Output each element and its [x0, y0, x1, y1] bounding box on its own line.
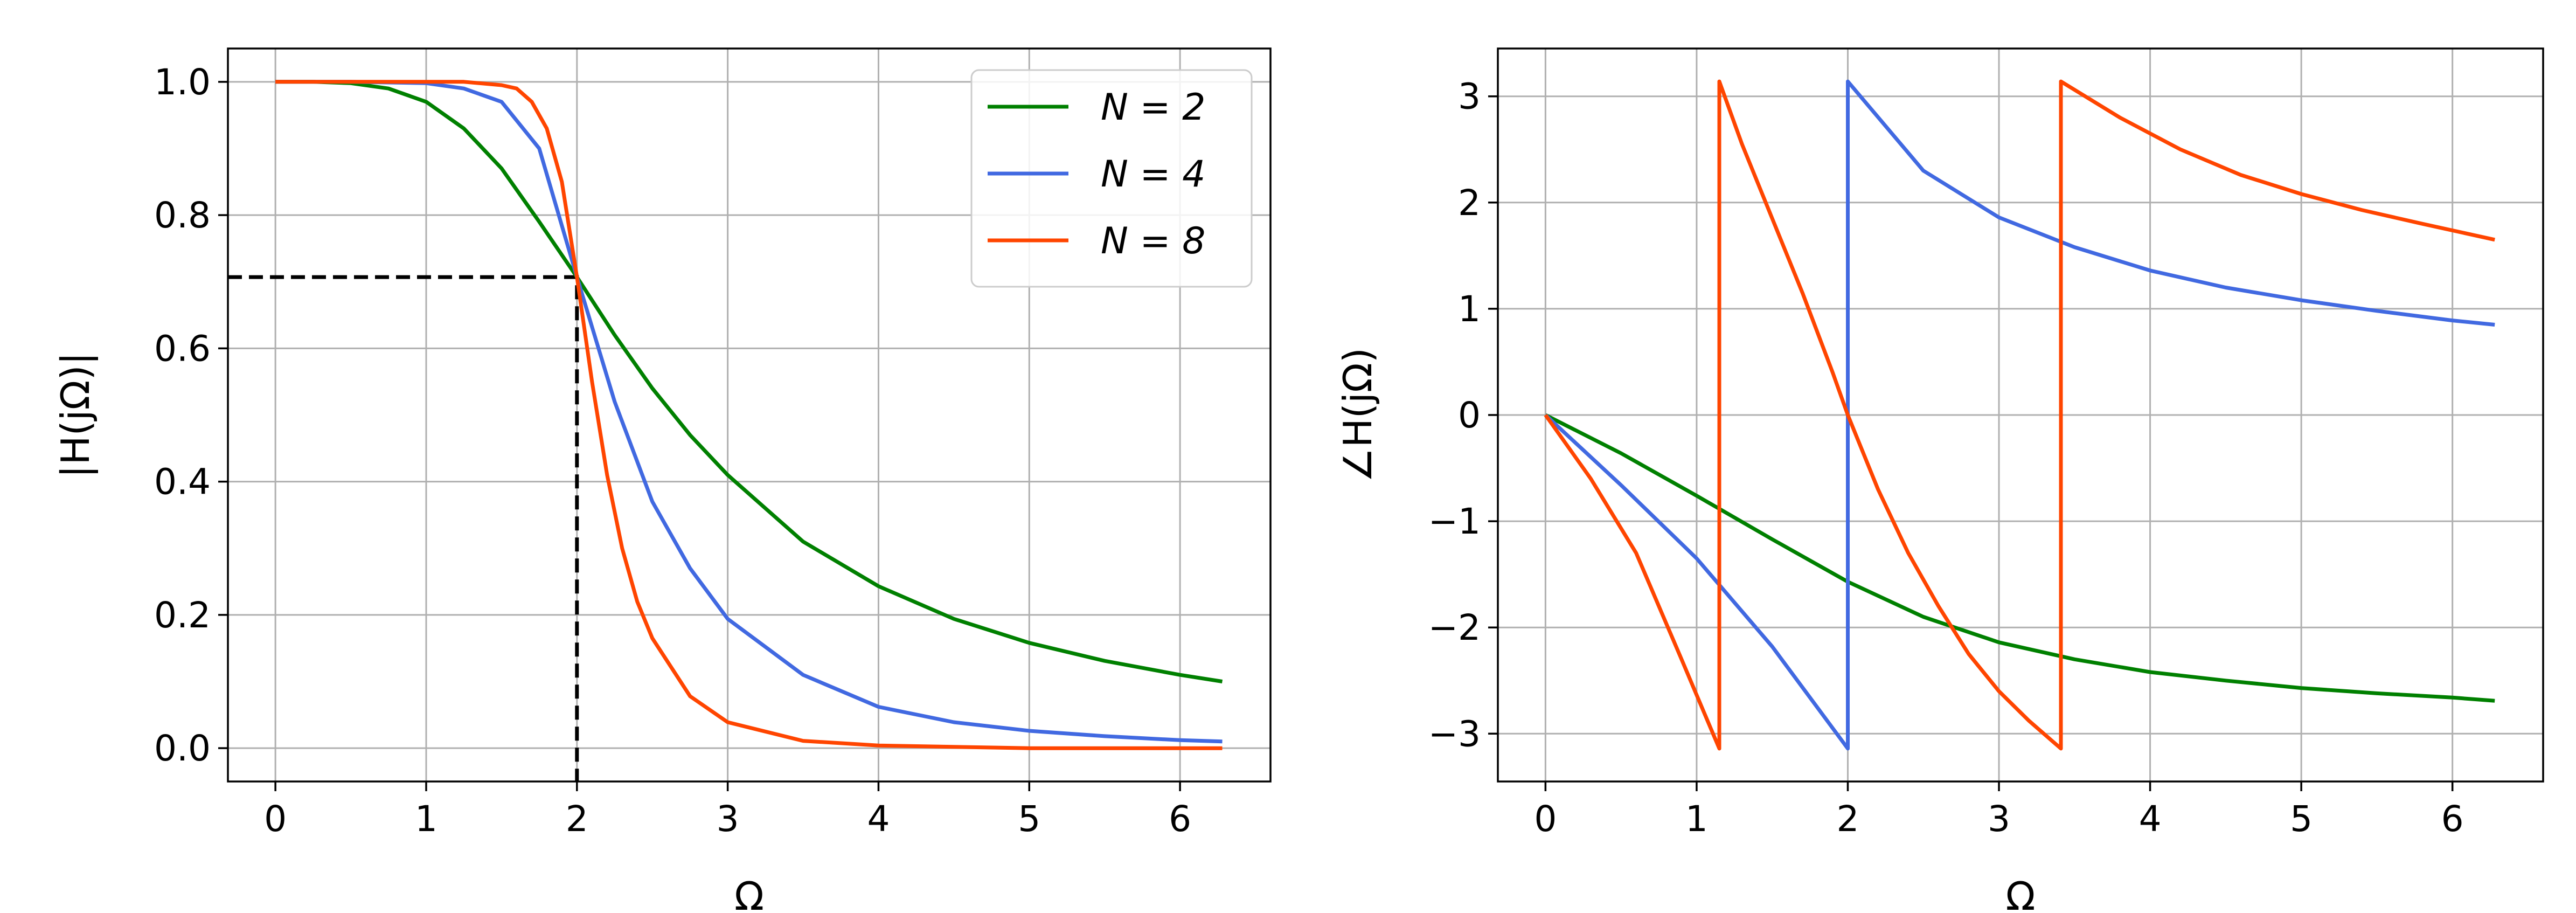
phase-xtick-label-2: 2 [1836, 798, 1859, 840]
magnitude-legend-label-2: N = 8 [1101, 220, 1205, 262]
phase-xtick-label-1: 1 [1685, 798, 1708, 840]
magnitude-ylabel: |H(jΩ)| [53, 352, 99, 478]
magnitude-ytick-label-3: 0.6 [154, 328, 211, 369]
phase-ytick-label-1: −2 [1428, 607, 1481, 648]
phase-ytick-label-3: 0 [1458, 395, 1481, 436]
magnitude-xlabel: Ω [734, 874, 764, 913]
magnitude-legend: N = 2 N = 4 N = 8 [970, 69, 1253, 288]
magnitude-legend-box [970, 69, 1253, 288]
magnitude-series-line-2 [275, 80, 1223, 750]
magnitude-xtick-label-2: 2 [566, 798, 588, 840]
phase-xtick-label-4: 4 [2139, 798, 2162, 840]
magnitude-series-line-1 [275, 80, 1223, 744]
phase-xtick-label-6: 6 [2441, 798, 2464, 840]
magnitude-ytick-label-4: 0.8 [154, 195, 211, 236]
phase-ytick-label-0: −3 [1428, 713, 1481, 755]
phase-ytick-label-6: 3 [1458, 76, 1481, 117]
phase-ylabel: ∠H(jΩ) [1335, 348, 1380, 482]
magnitude-axes-frame [227, 47, 1272, 783]
phase-xtick-label-0: 0 [1534, 798, 1557, 840]
magnitude-xtick-label-6: 6 [1169, 798, 1191, 840]
phase-series-line-2 [1544, 79, 2495, 751]
magnitude-xtick-label-5: 5 [1018, 798, 1040, 840]
magnitude-ytick-label-1: 0.2 [154, 594, 211, 636]
phase-xtick-label-3: 3 [1988, 798, 2010, 840]
phase-ytick-label-4: 1 [1458, 288, 1481, 330]
magnitude-xtick-label-3: 3 [717, 798, 739, 840]
phase-xlabel: Ω [2005, 874, 2035, 913]
magnitude-series-line-0 [275, 80, 1223, 683]
phase-series-line-0 [1544, 413, 2495, 703]
magnitude-xtick-label-0: 0 [264, 798, 287, 840]
magnitude-plot: 0 1 2 3 4 5 60.00.20.40.60.81.0Ω|H(jΩ)|N = 2N … [53, 47, 1272, 913]
magnitude-legend-label-1: N = 4 [1101, 153, 1205, 196]
magnitude-ytick-label-5: 1.0 [154, 61, 211, 103]
magnitude-ytick-label-0: 0.0 [154, 728, 211, 769]
magnitude-ytick-label-2: 0.4 [154, 461, 211, 503]
phase-ytick-label-5: 2 [1458, 182, 1481, 224]
phase-ytick-label-2: −1 [1428, 501, 1481, 542]
magnitude-legend-label-0: N = 2 [1101, 86, 1205, 129]
phase-plot: 0 1 2 3 4 5 6 −3 −2 −1 0 1 2 3 Ω ∠H(jΩ) [1335, 47, 2544, 913]
magnitude-xtick-label-1: 1 [415, 798, 438, 840]
phase-series-line-1 [1544, 79, 2495, 751]
phase-xtick-label-5: 5 [2290, 798, 2313, 840]
magnitude-xtick-label-4: 4 [867, 798, 890, 840]
